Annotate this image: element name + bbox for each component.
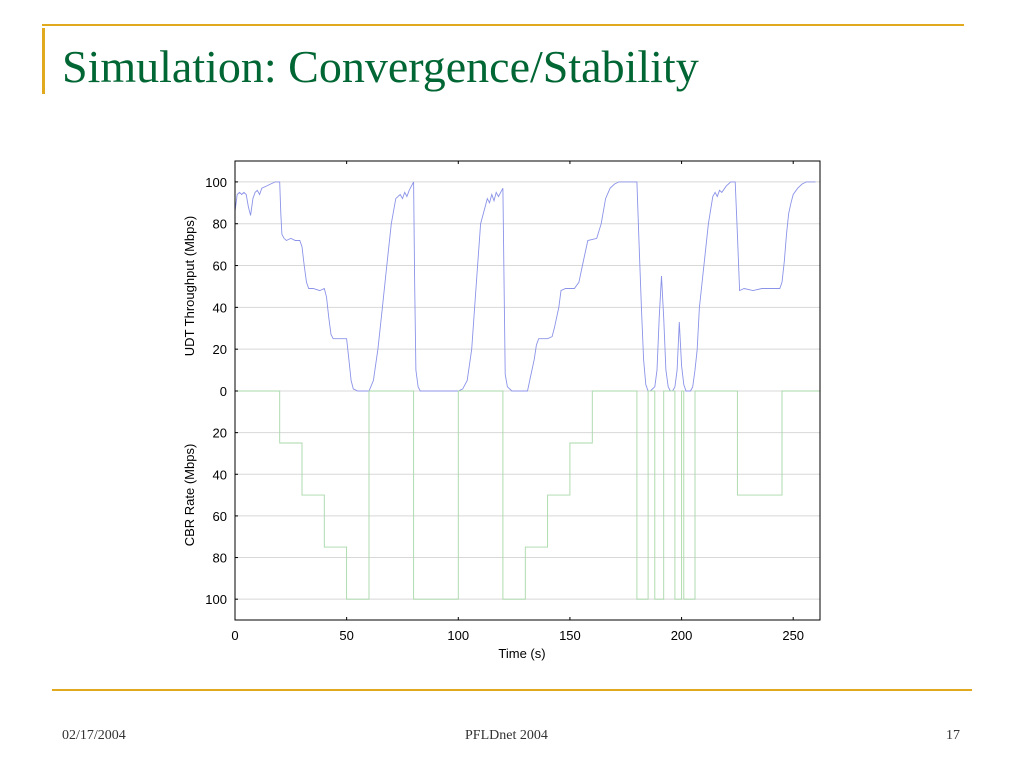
lower-y-tick-80: 80 xyxy=(213,551,227,566)
x-tick-100: 100 xyxy=(447,628,469,643)
upper-y-tick-40: 40 xyxy=(213,300,227,315)
lower-y-tick-40: 40 xyxy=(213,467,227,482)
upper-y-tick-80: 80 xyxy=(213,217,227,232)
x-tick-150: 150 xyxy=(559,628,581,643)
x-tick-250: 250 xyxy=(782,628,804,643)
tick-labels: 0 20 40 60 80 100 20 40 60 80 100 0 50 100 150 200 250 xyxy=(205,161,804,643)
title-accent-vertical xyxy=(42,28,45,94)
x-tick-50: 50 xyxy=(339,628,353,643)
footer-rule xyxy=(52,689,972,691)
upper-y-tick-100: 100 xyxy=(205,175,227,190)
lower-y-tick-60: 60 xyxy=(213,509,227,524)
cbr-rate-series xyxy=(235,390,820,600)
upper-y-tick-0: 0 xyxy=(220,384,227,399)
footer-event: PFLDnet 2004 xyxy=(465,728,548,743)
upper-y-axis-label: UDT Throughput (Mbps) xyxy=(182,216,197,356)
footer-date: 02/17/2004 xyxy=(62,728,126,743)
lower-y-tick-20: 20 xyxy=(213,426,227,441)
slide-title: Simulation: Convergence/Stability xyxy=(62,41,699,92)
x-tick-200: 200 xyxy=(671,628,693,643)
convergence-chart: 0 20 40 60 80 100 20 40 60 80 100 0 50 100 150 200 250 T… xyxy=(182,160,821,661)
udt-throughput-series xyxy=(234,181,816,392)
x-axis-label: Time (s) xyxy=(498,646,545,661)
upper-y-tick-20: 20 xyxy=(213,342,227,357)
upper-y-tick-60: 60 xyxy=(213,259,227,274)
lower-y-axis-label: CBR Rate (Mbps) xyxy=(182,444,197,547)
grid-lines xyxy=(235,181,820,600)
lower-y-tick-100: 100 xyxy=(205,592,227,607)
x-tick-0: 0 xyxy=(231,628,238,643)
footer-page-number: 17 xyxy=(946,728,960,743)
title-accent-horizontal xyxy=(42,24,964,26)
